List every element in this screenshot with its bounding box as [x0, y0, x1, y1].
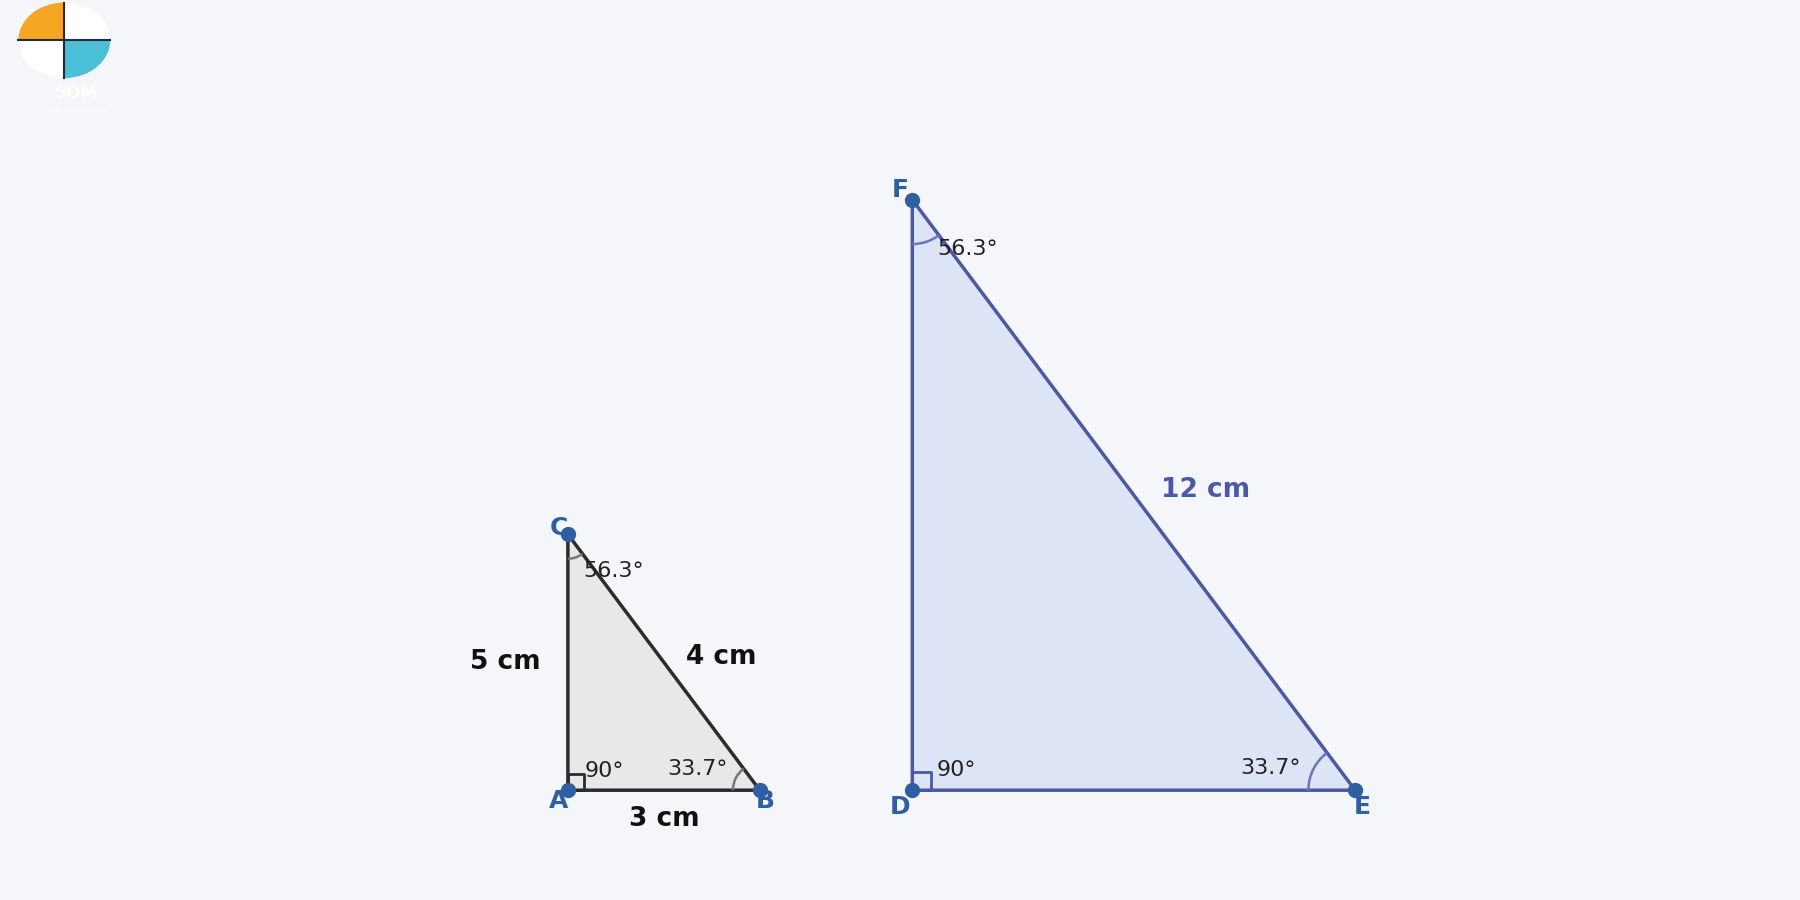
Text: 90°: 90°	[585, 761, 625, 781]
Text: 3 cm: 3 cm	[628, 806, 698, 832]
Text: SOM: SOM	[56, 85, 97, 103]
Text: 4 cm: 4 cm	[686, 644, 756, 670]
Text: A: A	[549, 789, 569, 813]
Wedge shape	[65, 3, 110, 40]
Point	[1341, 783, 1370, 797]
Text: F: F	[891, 178, 909, 202]
Point	[554, 527, 583, 542]
Text: 5 cm: 5 cm	[470, 649, 540, 675]
Wedge shape	[18, 40, 65, 78]
Text: B: B	[756, 789, 776, 813]
Wedge shape	[18, 3, 65, 40]
Text: STORY OF MATHEMATICS: STORY OF MATHEMATICS	[43, 108, 110, 113]
Point	[898, 193, 927, 207]
Text: D: D	[889, 796, 911, 819]
Point	[554, 783, 583, 797]
Polygon shape	[913, 200, 1355, 790]
Point	[745, 783, 774, 797]
Text: 12 cm: 12 cm	[1161, 477, 1249, 503]
Text: 33.7°: 33.7°	[1240, 758, 1301, 778]
Point	[898, 783, 927, 797]
Text: 33.7°: 33.7°	[668, 760, 727, 779]
Wedge shape	[65, 40, 110, 78]
Text: C: C	[549, 517, 569, 541]
Text: 56.3°: 56.3°	[936, 239, 997, 259]
Text: E: E	[1354, 796, 1372, 819]
Text: 56.3°: 56.3°	[583, 562, 644, 581]
Text: 90°: 90°	[936, 760, 976, 780]
Polygon shape	[569, 535, 760, 790]
